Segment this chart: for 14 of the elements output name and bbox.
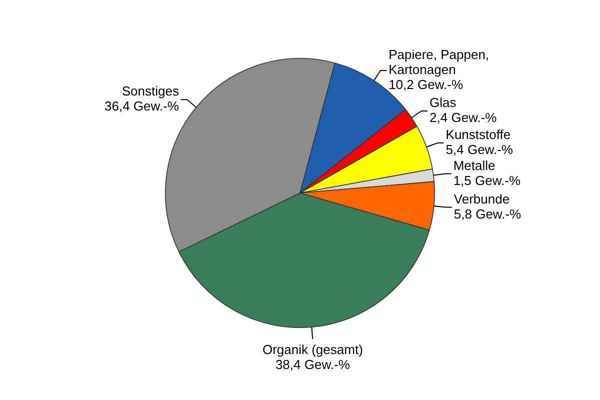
data-label: 2,4 Gew.-%	[430, 110, 498, 126]
slice-label: Metalle	[453, 158, 496, 173]
slice-label: Papiere, Pappen, Kartonagen	[388, 47, 490, 78]
data-label: 5,4 Gew.-%	[446, 142, 514, 157]
data-label: 5,8 Gew.-%	[454, 206, 522, 222]
data-label: 36,4 Gew.-%	[104, 98, 180, 114]
slice-label: Organik (gesamt)	[262, 342, 363, 358]
data-label: 10,2 Gew.-%	[388, 77, 464, 92]
data-label: 38,4 Gew.-%	[275, 357, 350, 372]
data-label: 1,5 Gew.-%	[453, 172, 521, 188]
slice-label: Verbunde	[454, 191, 510, 206]
slice-label: Glas	[430, 95, 457, 110]
slice-label: Kunststoffe	[446, 127, 511, 142]
slice-label: Sonstiges	[122, 84, 180, 99]
